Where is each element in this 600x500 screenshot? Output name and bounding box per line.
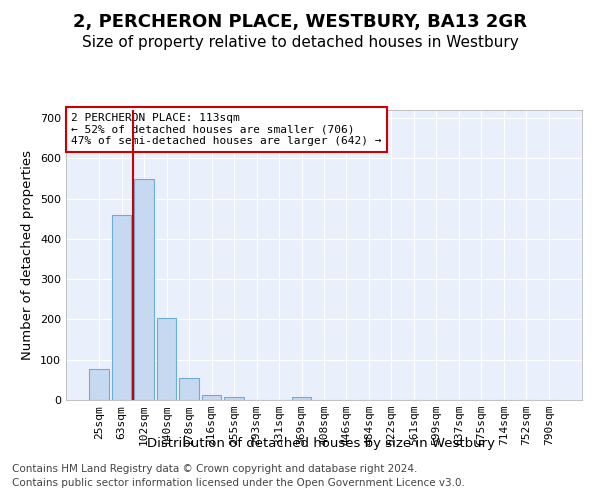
- Text: Contains HM Land Registry data © Crown copyright and database right 2024.: Contains HM Land Registry data © Crown c…: [12, 464, 418, 474]
- Bar: [202, 395, 221, 400]
- Y-axis label: Number of detached properties: Number of detached properties: [22, 150, 34, 360]
- Bar: [157, 318, 176, 400]
- Bar: [292, 397, 311, 400]
- Bar: [89, 368, 109, 400]
- Bar: [224, 397, 244, 400]
- Bar: [112, 214, 131, 400]
- Text: Distribution of detached houses by size in Westbury: Distribution of detached houses by size …: [147, 438, 495, 450]
- Text: 2, PERCHERON PLACE, WESTBURY, BA13 2GR: 2, PERCHERON PLACE, WESTBURY, BA13 2GR: [73, 12, 527, 30]
- Text: 2 PERCHERON PLACE: 113sqm
← 52% of detached houses are smaller (706)
47% of semi: 2 PERCHERON PLACE: 113sqm ← 52% of detac…: [71, 113, 382, 146]
- Text: Contains public sector information licensed under the Open Government Licence v3: Contains public sector information licen…: [12, 478, 465, 488]
- Bar: [134, 180, 154, 400]
- Text: Size of property relative to detached houses in Westbury: Size of property relative to detached ho…: [82, 35, 518, 50]
- Bar: [179, 378, 199, 400]
